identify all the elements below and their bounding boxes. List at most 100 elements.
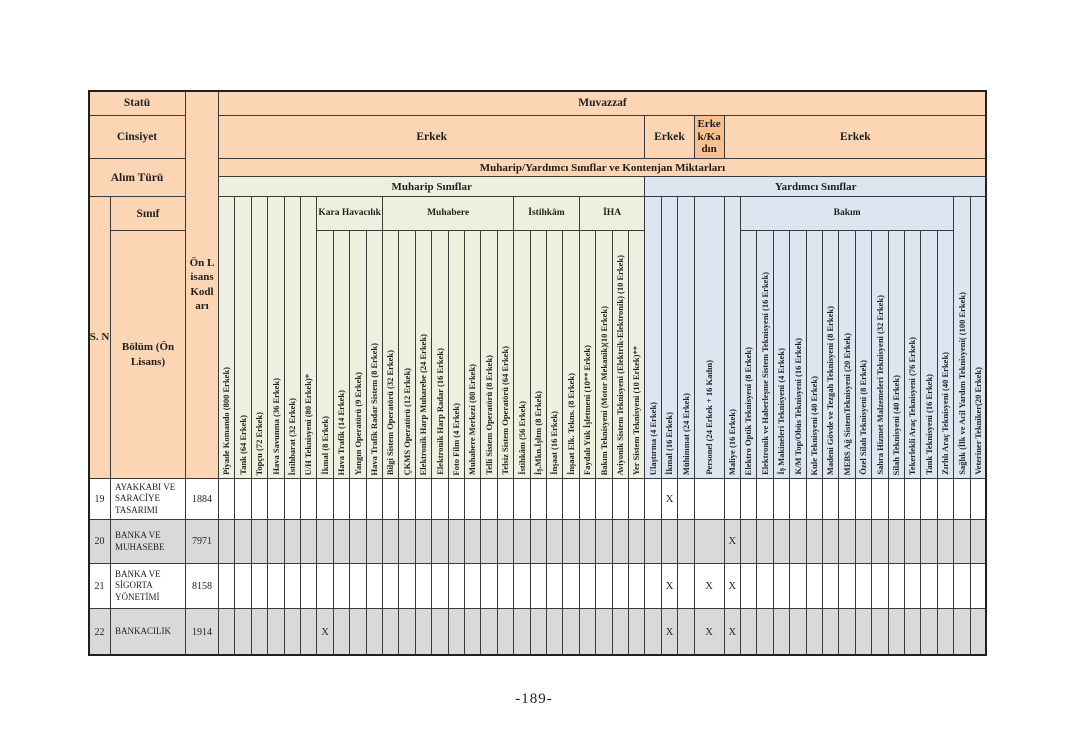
- quota-mark-cell: [693, 478, 725, 520]
- quota-mark-cell: [838, 519, 856, 564]
- row-number-cell: 19: [88, 478, 111, 520]
- column-header-label: İstihbarat (32 Erkek): [287, 397, 298, 475]
- column-header-label: Tank (64 Erkek): [237, 415, 248, 475]
- column-header-label: Sahra Hizmet Malzemeleri Teknisyeni (32 …: [874, 295, 885, 475]
- column-header-cell: İstihbarat (32 Erkek): [283, 196, 301, 479]
- quota-mark-cell: [283, 478, 301, 520]
- column-header-cell: Kule Teknisyeni (40 Erkek): [805, 230, 823, 479]
- quota-mark-cell: [628, 519, 646, 564]
- quota-mark-cell: [546, 563, 564, 609]
- quota-mark-cell: [513, 563, 531, 609]
- quota-mark-cell: [904, 519, 922, 564]
- sinif-header-cell: Sınıf: [110, 196, 186, 231]
- quota-mark-cell: [611, 519, 629, 564]
- quota-mark-cell: [365, 608, 383, 656]
- quota-mark-cell: [365, 519, 383, 564]
- quota-mark-cell: [578, 519, 597, 564]
- sn-header-cell: S. N: [88, 196, 111, 479]
- column-header-label: Piyade Komando (800 Erkek): [221, 367, 232, 475]
- column-header-cell: Madeni Gövde ve Tezgah Teknisyeni (8 Erk…: [822, 230, 840, 479]
- quota-mark-cell: [789, 563, 807, 609]
- quota-mark-cell: [332, 563, 351, 609]
- quota-mark-cell: [513, 519, 531, 564]
- column-header-label: Elektronik Harp Muharebe (24 Erkek): [418, 333, 429, 475]
- quota-mark-cell: [740, 563, 758, 609]
- quota-mark-cell: [283, 608, 301, 656]
- quota-mark-cell: [398, 478, 416, 520]
- column-header-label: Hava Savunma (36 Erkek): [270, 378, 281, 475]
- quota-mark-cell: [382, 519, 400, 564]
- column-header-cell: İstihkâm (56 Erkek): [513, 230, 531, 479]
- column-header-label: Telli Sistem Operatörü (8 Erkek): [483, 355, 494, 475]
- quota-mark-cell: [300, 478, 318, 520]
- quota-mark-cell: [660, 519, 679, 564]
- column-header-label: Faydalı Yük İşletmeni (10** Erkek): [582, 344, 593, 475]
- column-header-label: Hava Trafik (14 Erkek): [336, 389, 347, 475]
- column-header-cell: Mühimmat (24 Erkek): [677, 196, 695, 479]
- quota-mark-cell: [513, 478, 531, 520]
- quota-mark-cell: [628, 563, 646, 609]
- quota-mark-cell: [250, 608, 269, 656]
- quota-mark-cell: [267, 478, 285, 520]
- quota-mark-cell: [496, 478, 515, 520]
- cinsiyet-erkek-kadin-cell: Erkek/Kadın: [693, 115, 725, 159]
- column-header-label: Elektronik Harp Radar (16 Erkek): [434, 348, 445, 475]
- column-header-label: Elektro Optik Teknisyeni (8 Erkek): [743, 346, 754, 475]
- quota-mark-cell: [414, 519, 433, 564]
- quota-mark-cell: [300, 563, 318, 609]
- row-number-cell: 21: [88, 563, 111, 609]
- column-header-cell: Tank Teknisyeni (16 Erkek): [920, 230, 938, 479]
- quota-mark-cell: [267, 519, 285, 564]
- quota-mark-cell: [871, 519, 889, 564]
- column-header-label: İkmal (8 Erkek): [319, 416, 330, 475]
- column-header-label: Veteriner Tekniker(20 Erkek): [973, 367, 984, 475]
- column-header-label: Maliye (16 Erkek): [727, 408, 738, 475]
- quota-mark-cell: [529, 608, 547, 656]
- column-header-cell: MEBS Ağ SistemTeknisyeni (20 Erkek): [838, 230, 856, 479]
- quota-mark-cell: [936, 608, 955, 656]
- quota-mark-cell: [234, 608, 252, 656]
- quota-mark-cell: [611, 608, 629, 656]
- quota-mark-cell: [805, 608, 823, 656]
- quota-mark-cell: [283, 519, 301, 564]
- column-header-cell: Bilgi Sistem Operatörü (32 Erkek): [382, 230, 400, 479]
- on-lisans-kodlari-header-cell: Ön Lisans Kodları: [185, 90, 219, 479]
- column-header-label: Hava Trafik Radar Sistem (8 Erkek): [369, 342, 380, 475]
- quota-mark-cell: [644, 519, 662, 564]
- quota-mark-cell: [382, 478, 400, 520]
- quota-mark-cell: [756, 478, 774, 520]
- column-header-label: İnşaat (16 Erkek): [549, 411, 560, 475]
- quota-mark-cell: [447, 563, 465, 609]
- quota-mark-cell: [332, 608, 351, 656]
- column-header-label: Elektronik ve Haberleşme Sistem Teknisye…: [759, 272, 770, 475]
- quota-mark-cell: [398, 608, 416, 656]
- quota-mark-cell: [644, 478, 662, 520]
- quota-mark-cell: [431, 519, 449, 564]
- column-header-cell: Faydalı Yük İşletmeni (10** Erkek): [578, 230, 597, 479]
- quota-mark-cell: [480, 608, 498, 656]
- column-header-label: Muhabere Merkezi (80 Erkek): [467, 363, 478, 475]
- quota-mark-cell: [904, 563, 922, 609]
- column-header-label: İkmal (16 Erkek): [664, 412, 675, 475]
- column-header-label: Silah Teknisyeni (40 Erkek): [891, 374, 902, 475]
- quota-mark-cell: [562, 608, 580, 656]
- column-header-cell: Ulaştırma (4 Erkek): [644, 196, 662, 479]
- quota-mark-cell: [595, 563, 613, 609]
- quota-mark-cell: [805, 519, 823, 564]
- quota-mark-cell: [953, 478, 971, 520]
- quota-mark-cell: [562, 563, 580, 609]
- quota-mark-cell: [595, 608, 613, 656]
- program-code-cell: 1884: [185, 478, 219, 520]
- column-header-label: Kule Teknisyeni (40 Erkek): [809, 375, 820, 475]
- column-header-label: İstihkâm (56 Erkek): [516, 401, 527, 475]
- column-header-cell: Sahra Hizmet Malzemeleri Teknisyeni (32 …: [871, 230, 889, 479]
- quota-mark-cell: [628, 478, 646, 520]
- quota-mark-cell: [234, 478, 252, 520]
- quota-mark-cell: [431, 478, 449, 520]
- quota-mark-cell: [740, 608, 758, 656]
- quota-mark-cell: [677, 519, 695, 564]
- column-header-cell: Piyade Komando (800 Erkek): [218, 196, 236, 479]
- column-header-label: İnşaat Elk. Tekns. (8 Erkek): [565, 372, 576, 475]
- quota-mark-cell: [920, 519, 938, 564]
